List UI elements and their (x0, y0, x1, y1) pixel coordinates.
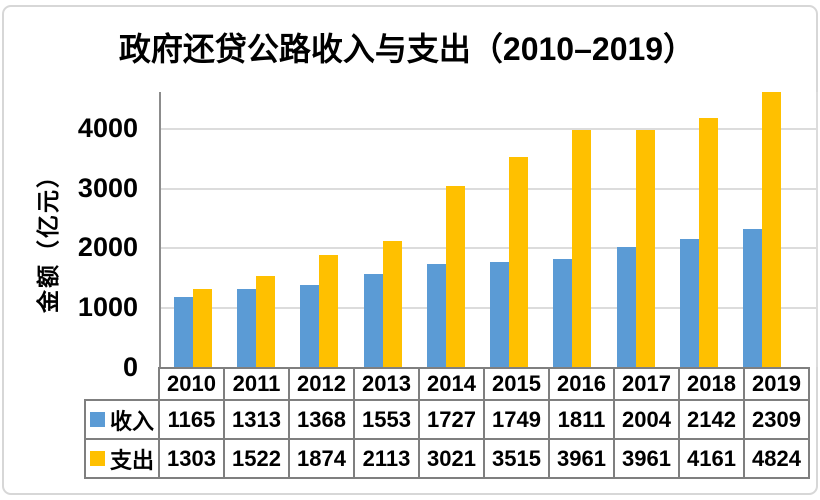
bar-group-2012 (288, 92, 351, 367)
expense-bar (255, 276, 275, 367)
expense-value-cell: 4161 (678, 438, 745, 479)
bar-group-2010 (161, 92, 224, 367)
y-tick-label: 2000 (77, 232, 138, 263)
data-table: 2010 2011 2012 2013 2014 2015 2016 2017 2018 2019… (84, 367, 810, 479)
income-legend-cell: 收入 (84, 399, 160, 440)
bar-group-2014 (414, 92, 477, 367)
income-value-cell: 2142 (678, 399, 745, 440)
expense-value-cell: 1874 (288, 438, 355, 479)
expense-value-cell: 3961 (613, 438, 680, 479)
income-legend-swatch-icon (89, 412, 105, 427)
expense-bar (699, 118, 719, 367)
expense-value-cell: 3515 (483, 438, 550, 479)
income-value-cell: 1313 (223, 399, 290, 440)
expense-legend-label: 支出 (109, 447, 154, 473)
expense-bar (382, 240, 402, 367)
bar-group-2015 (477, 92, 540, 367)
income-bar (680, 238, 700, 367)
income-bar (300, 285, 320, 367)
y-tick-label: 4000 (77, 112, 138, 143)
income-value-cell: 1811 (548, 399, 615, 440)
year-cell: 2010 (158, 367, 225, 401)
income-value-cell: 1749 (483, 399, 550, 440)
year-cell: 2017 (613, 367, 680, 401)
income-value-cell: 2309 (743, 399, 810, 440)
year-cell: 2013 (353, 367, 420, 401)
income-bar (173, 297, 193, 367)
income-legend-label: 收入 (109, 408, 154, 434)
bar-group-2016 (541, 92, 604, 367)
income-bar (236, 288, 256, 367)
income-bar (616, 247, 636, 367)
income-value-cell: 1368 (288, 399, 355, 440)
expense-legend-cell: 支出 (84, 438, 160, 479)
year-cell: 2016 (548, 367, 615, 401)
year-cell: 2014 (418, 367, 485, 401)
income-bar (490, 262, 510, 367)
income-bar (363, 274, 383, 367)
gridline (161, 187, 816, 190)
gridline (161, 247, 816, 250)
income-value-cell: 1165 (158, 399, 225, 440)
y-tick-label: 1000 (77, 292, 138, 323)
income-bar (426, 263, 446, 367)
income-value-cell: 1553 (353, 399, 420, 440)
expense-bar (572, 130, 592, 367)
y-tick-label: 0 (122, 352, 138, 382)
bar-group-2018 (667, 92, 730, 367)
year-cell: 2015 (483, 367, 550, 401)
year-cell: 2012 (288, 367, 355, 401)
year-cell: 2019 (743, 367, 810, 401)
expense-value-cell: 1303 (158, 438, 225, 479)
expense-value-cell: 1522 (223, 438, 290, 479)
expense-value-cell: 3021 (418, 438, 485, 479)
gridline (161, 307, 816, 310)
bar-group-2011 (224, 92, 287, 367)
table-corner-spacer (85, 368, 159, 400)
expense-value-cell: 4824 (743, 438, 810, 479)
chart-title: 政府还贷公路收入与支出（2010–2019） (118, 31, 696, 67)
bar-group-2019 (731, 92, 794, 367)
y-tick-label: 3000 (77, 172, 138, 203)
expense-legend-swatch-icon (89, 451, 105, 466)
expense-bar (192, 289, 212, 367)
expense-bar (635, 130, 655, 367)
expense-bar (319, 255, 339, 367)
income-row: 收入 1165 1313 1368 1553 1727 1749 1811 2004 2142 23… (84, 399, 810, 440)
year-cell: 2018 (678, 367, 745, 401)
income-bar (743, 229, 763, 367)
bar-group-2013 (351, 92, 414, 367)
income-value-cell: 1727 (418, 399, 485, 440)
expense-bar (445, 186, 465, 367)
plot-area (159, 92, 818, 367)
income-value-cell: 2004 (613, 399, 680, 440)
expense-bar (762, 92, 782, 367)
year-cell: 2011 (223, 367, 290, 401)
bars-container (161, 92, 794, 367)
expense-row: 支出 1303 1522 1874 2113 3021 3515 3961 3961 4161 48… (84, 438, 810, 479)
gridline (161, 127, 816, 130)
expense-value-cell: 3961 (548, 438, 615, 479)
income-bar (553, 258, 573, 367)
bar-group-2017 (604, 92, 667, 367)
expense-bar (509, 156, 529, 367)
expense-value-cell: 2113 (353, 438, 420, 479)
